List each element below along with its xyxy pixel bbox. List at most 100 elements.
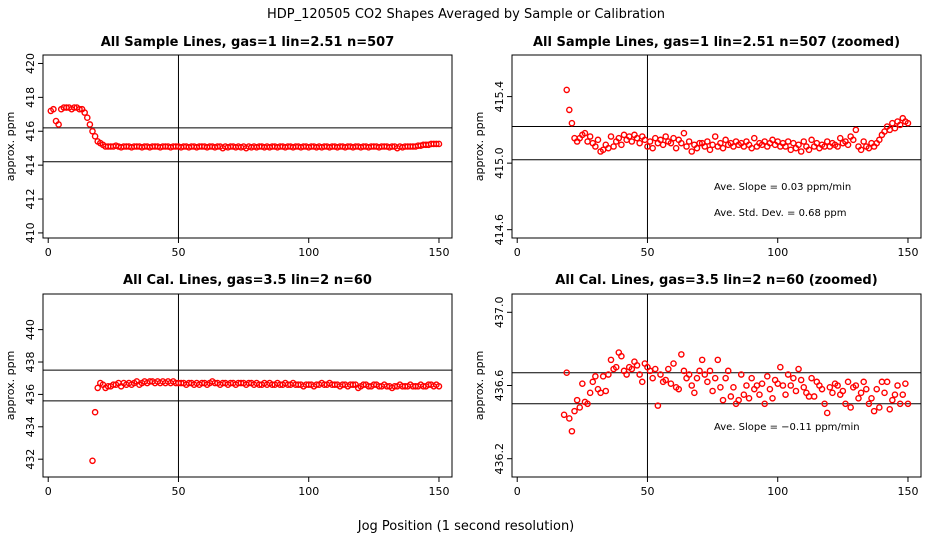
data-point bbox=[883, 378, 891, 386]
data-point bbox=[904, 119, 912, 127]
data-point bbox=[672, 144, 680, 152]
data-point bbox=[784, 138, 792, 145]
data-point bbox=[592, 373, 599, 380]
data-point bbox=[756, 391, 763, 398]
data-point bbox=[670, 134, 677, 142]
data-point bbox=[792, 387, 800, 395]
data-point bbox=[693, 374, 701, 382]
data-point bbox=[790, 374, 797, 382]
chart-panel-4: All Cal. Lines, gas=3.5 lin=2 n=60 (zoom… bbox=[473, 273, 922, 498]
y-tick-label: 432 bbox=[24, 449, 37, 470]
data-point bbox=[566, 415, 573, 422]
data-point bbox=[808, 136, 815, 144]
data-point bbox=[857, 389, 865, 397]
data-point bbox=[675, 385, 683, 393]
chart-title: All Cal. Lines, gas=3.5 lin=2 n=60 (zoom… bbox=[555, 273, 877, 288]
data-point bbox=[748, 374, 755, 382]
data-point bbox=[701, 371, 709, 378]
data-point bbox=[678, 139, 685, 147]
data-points bbox=[560, 349, 912, 435]
data-point bbox=[787, 382, 795, 389]
x-tick-label: 0 bbox=[45, 246, 52, 259]
data-point bbox=[779, 382, 787, 389]
data-point bbox=[685, 138, 693, 145]
data-point bbox=[605, 371, 612, 378]
data-point bbox=[891, 391, 899, 398]
data-point bbox=[649, 144, 656, 152]
data-point bbox=[805, 146, 813, 154]
data-points bbox=[47, 104, 443, 152]
plot-frame bbox=[42, 54, 453, 239]
data-point bbox=[784, 371, 792, 378]
chart-title: All Cal. Lines, gas=3.5 lin=2 n=60 bbox=[123, 273, 372, 288]
y-tick-label: 415.4 bbox=[493, 81, 506, 113]
data-point bbox=[704, 378, 711, 386]
data-point bbox=[834, 143, 841, 150]
data-point bbox=[839, 387, 847, 395]
x-tick-label: 150 bbox=[897, 246, 918, 259]
data-point bbox=[55, 121, 62, 128]
data-point bbox=[886, 405, 894, 413]
data-point bbox=[719, 144, 727, 152]
data-point bbox=[823, 409, 831, 417]
y-tick-label: 412 bbox=[24, 189, 37, 210]
data-point bbox=[628, 365, 636, 373]
data-point bbox=[349, 381, 357, 388]
data-point bbox=[563, 369, 571, 376]
data-point bbox=[599, 373, 607, 380]
data-point bbox=[870, 407, 878, 415]
data-point bbox=[657, 136, 664, 144]
data-point bbox=[618, 141, 625, 149]
data-point bbox=[433, 140, 440, 148]
y-tick-label: 436.2 bbox=[493, 443, 506, 475]
data-point bbox=[878, 378, 886, 386]
y-tick-label: 414.6 bbox=[493, 214, 506, 246]
data-point bbox=[800, 138, 808, 145]
data-points bbox=[89, 378, 443, 465]
data-point bbox=[83, 114, 91, 121]
data-point bbox=[680, 367, 688, 375]
data-point bbox=[709, 141, 716, 149]
data-point bbox=[696, 139, 703, 147]
y-tick-label: 436 bbox=[24, 384, 37, 405]
data-point bbox=[821, 400, 828, 408]
y-tick-label: 420 bbox=[24, 53, 37, 74]
data-point bbox=[638, 378, 646, 386]
data-point bbox=[719, 396, 727, 404]
data-point bbox=[740, 391, 748, 398]
data-point bbox=[852, 126, 860, 134]
y-axis-label: approx. ppm bbox=[4, 112, 17, 182]
panels: All Sample Lines, gas=1 lin=2.51 n=507 ap… bbox=[4, 35, 922, 498]
data-point bbox=[865, 400, 873, 408]
data-point bbox=[435, 383, 443, 390]
data-point bbox=[589, 378, 597, 386]
chart-title: All Sample Lines, gas=1 lin=2.51 n=507 bbox=[101, 35, 395, 50]
data-point bbox=[706, 367, 714, 375]
x-tick-label: 50 bbox=[171, 485, 185, 498]
y-tick-label: 440 bbox=[24, 319, 37, 340]
x-tick-label: 150 bbox=[428, 485, 449, 498]
data-point bbox=[777, 363, 784, 371]
data-point bbox=[612, 363, 620, 371]
data-point bbox=[696, 367, 703, 375]
data-point bbox=[667, 380, 675, 387]
chart-panel-1: All Sample Lines, gas=1 lin=2.51 n=507 ap… bbox=[4, 35, 453, 259]
data-point bbox=[782, 143, 789, 150]
y-tick-label: 414 bbox=[24, 155, 37, 176]
data-point bbox=[758, 380, 766, 387]
data-point bbox=[50, 105, 57, 113]
data-point bbox=[586, 133, 594, 140]
data-point bbox=[855, 395, 862, 402]
data-point bbox=[735, 396, 742, 404]
data-point bbox=[891, 124, 899, 132]
data-point bbox=[849, 136, 857, 144]
data-point bbox=[76, 105, 83, 113]
data-point bbox=[896, 121, 904, 129]
data-point bbox=[571, 407, 578, 415]
data-point bbox=[568, 119, 576, 127]
data-point bbox=[568, 427, 576, 435]
x-tick-label: 0 bbox=[45, 485, 52, 498]
data-point bbox=[623, 371, 630, 378]
data-point bbox=[904, 400, 912, 408]
y-axis-label: approx. ppm bbox=[473, 112, 486, 182]
